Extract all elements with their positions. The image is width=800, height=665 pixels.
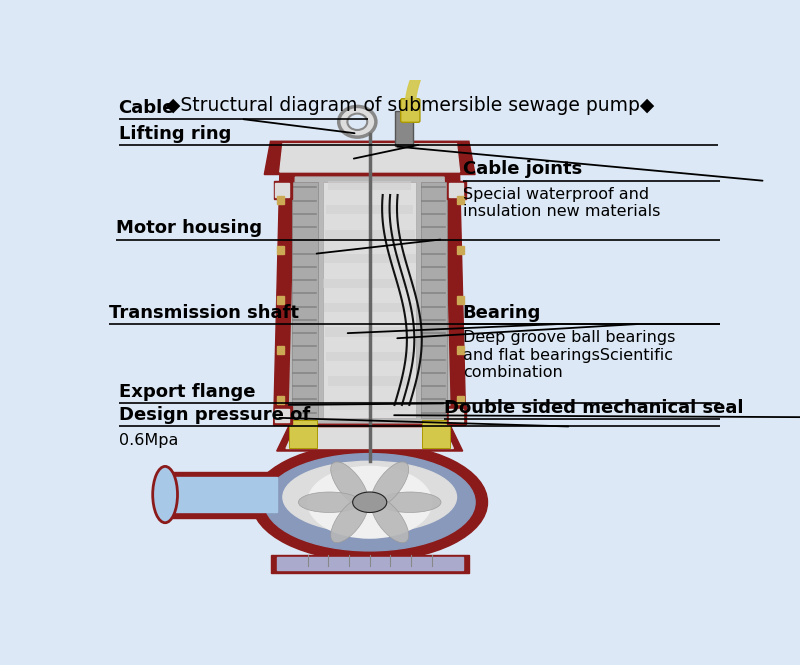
Bar <box>323 254 416 263</box>
FancyBboxPatch shape <box>401 98 420 122</box>
Bar <box>447 181 466 199</box>
Bar <box>421 182 447 418</box>
Bar <box>292 182 318 418</box>
Bar <box>326 205 414 214</box>
Polygon shape <box>264 141 475 174</box>
Bar <box>449 408 462 422</box>
Bar <box>330 401 410 410</box>
Bar <box>323 182 416 418</box>
Bar <box>275 184 289 197</box>
Ellipse shape <box>379 492 441 513</box>
Bar <box>457 296 464 304</box>
Bar <box>325 229 415 239</box>
Bar <box>328 376 411 386</box>
Bar <box>159 471 277 517</box>
Bar <box>277 246 284 254</box>
Bar <box>325 327 415 336</box>
Ellipse shape <box>252 444 487 561</box>
Bar <box>328 181 411 190</box>
Polygon shape <box>289 177 450 423</box>
Bar <box>323 279 416 288</box>
Bar <box>277 346 284 354</box>
Bar <box>277 396 284 404</box>
Circle shape <box>338 106 376 137</box>
Text: Transmission shaft: Transmission shaft <box>110 304 299 322</box>
Bar <box>289 420 317 448</box>
Bar <box>275 408 289 422</box>
Bar <box>277 296 284 304</box>
Bar <box>457 196 464 204</box>
Bar <box>457 396 464 404</box>
Text: Double sided mechanical seal: Double sided mechanical seal <box>444 398 744 416</box>
Polygon shape <box>277 426 462 451</box>
Ellipse shape <box>371 497 409 543</box>
Bar <box>323 303 416 312</box>
Ellipse shape <box>283 462 457 533</box>
Ellipse shape <box>264 454 475 551</box>
Bar <box>277 557 462 570</box>
Ellipse shape <box>330 497 369 543</box>
Ellipse shape <box>330 462 369 507</box>
Text: ◆Structural diagram of submersible sewage pump◆: ◆Structural diagram of submersible sewag… <box>166 96 654 115</box>
Bar <box>457 346 464 354</box>
Polygon shape <box>286 428 454 448</box>
Ellipse shape <box>308 466 432 538</box>
Text: 0.6Mpa: 0.6Mpa <box>118 433 178 448</box>
Text: Export flange: Export flange <box>118 383 255 401</box>
Bar <box>394 110 413 146</box>
Bar <box>270 555 469 573</box>
Bar <box>457 246 464 254</box>
Bar <box>447 406 466 424</box>
Bar <box>422 420 450 448</box>
Bar <box>326 352 414 361</box>
Circle shape <box>347 114 367 130</box>
Ellipse shape <box>371 462 409 507</box>
Bar <box>274 181 292 199</box>
Text: Design pressure of: Design pressure of <box>118 406 310 424</box>
Ellipse shape <box>153 466 178 523</box>
Text: Special waterproof and
insulation new materials: Special waterproof and insulation new ma… <box>462 187 660 219</box>
Text: Cable: Cable <box>118 99 175 117</box>
Text: Motor housing: Motor housing <box>115 219 262 237</box>
Bar <box>277 196 284 204</box>
Polygon shape <box>280 144 459 172</box>
Bar <box>274 406 292 424</box>
Text: Deep groove ball bearings
and flat bearingsScientific
combination: Deep groove ball bearings and flat beari… <box>462 331 675 380</box>
Text: Cable joints: Cable joints <box>462 160 582 178</box>
Bar <box>162 477 277 513</box>
Polygon shape <box>274 174 466 426</box>
Text: Lifting ring: Lifting ring <box>118 124 231 142</box>
Ellipse shape <box>353 492 386 513</box>
Bar <box>449 184 462 197</box>
Ellipse shape <box>298 492 360 513</box>
Text: Bearing: Bearing <box>462 304 541 322</box>
